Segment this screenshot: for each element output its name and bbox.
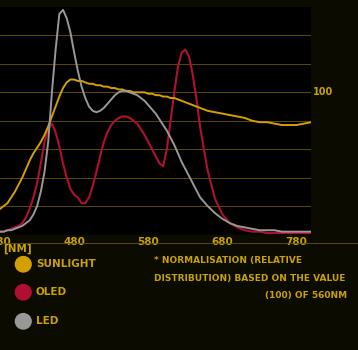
Text: (100) OF 560NM: (100) OF 560NM (265, 291, 347, 300)
Text: LED: LED (36, 316, 58, 326)
Text: DISTRIBUTION) BASED ON THE VALUE: DISTRIBUTION) BASED ON THE VALUE (154, 274, 345, 283)
Text: [NM]: [NM] (4, 243, 32, 253)
Text: OLED: OLED (36, 287, 67, 297)
Text: SUNLIGHT: SUNLIGHT (36, 259, 96, 269)
Text: * NORMALISATION (RELATIVE: * NORMALISATION (RELATIVE (154, 256, 302, 265)
Text: 100: 100 (313, 87, 333, 97)
